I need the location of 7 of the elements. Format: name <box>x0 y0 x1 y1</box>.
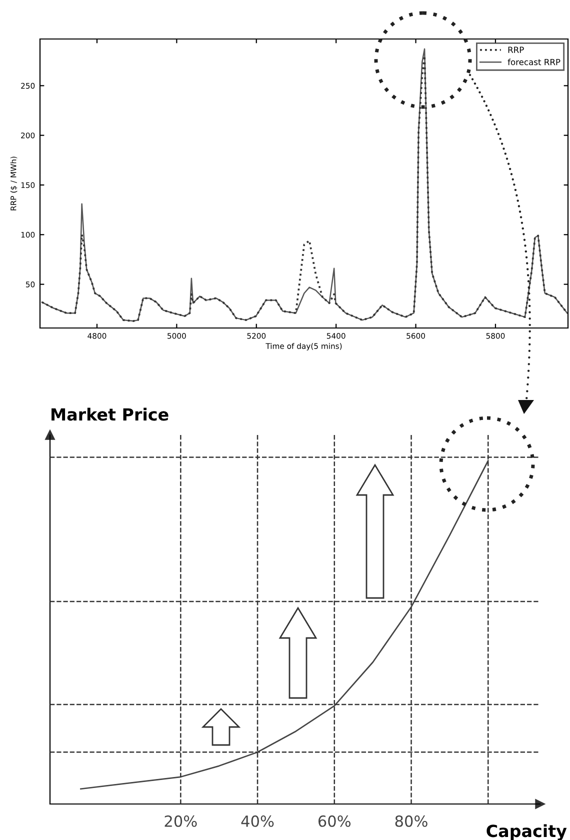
x-tick-label: 20% <box>164 815 197 827</box>
legend-label: forecast RRP <box>508 58 560 66</box>
x-tick-label: 60% <box>318 815 351 827</box>
x-tick-label: 40% <box>241 815 274 827</box>
legend-label: RRP <box>508 46 524 53</box>
y-axis-title: Market Price <box>52 408 168 421</box>
x-tick-label: 80% <box>395 815 428 827</box>
